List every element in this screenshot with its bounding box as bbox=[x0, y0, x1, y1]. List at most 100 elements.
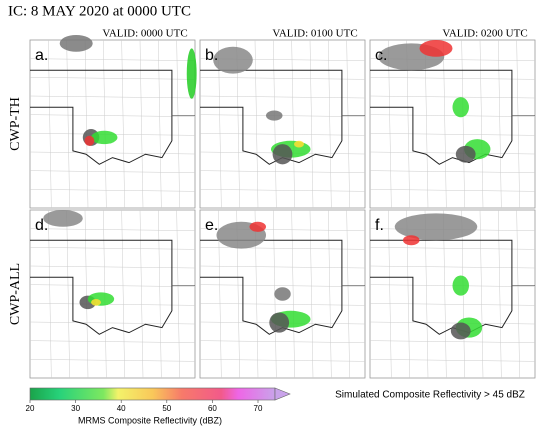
figure-title: IC: 8 MAY 2020 at 0000 UTC bbox=[8, 3, 191, 19]
column-header: VALID: 0000 UTC bbox=[102, 28, 187, 40]
county-line bbox=[443, 39, 447, 209]
county-line bbox=[254, 39, 259, 209]
storm-echo bbox=[91, 130, 118, 145]
county-line bbox=[121, 209, 125, 379]
storm-echo bbox=[403, 235, 420, 246]
storm-echo bbox=[452, 97, 469, 118]
colorbar-tick-label: 30 bbox=[71, 404, 80, 413]
county-line bbox=[121, 39, 125, 209]
county-line bbox=[369, 247, 536, 250]
county-line bbox=[516, 39, 520, 209]
county-line bbox=[29, 340, 196, 343]
county-line bbox=[369, 170, 536, 173]
storm-echo bbox=[249, 221, 266, 232]
storm-echo bbox=[266, 110, 283, 121]
county-line bbox=[158, 39, 162, 209]
colorbar-tick-label: 70 bbox=[254, 404, 263, 413]
colorbar-tick-label: 60 bbox=[208, 404, 217, 413]
county-line bbox=[479, 209, 484, 379]
county-line bbox=[369, 321, 536, 325]
storm-echo bbox=[59, 34, 93, 52]
storm-echo bbox=[84, 135, 95, 146]
county-line bbox=[29, 303, 196, 306]
panel-label: c. bbox=[375, 47, 387, 64]
panel-grid: a. b. c. d. e. f. bbox=[29, 34, 536, 379]
county-line bbox=[199, 189, 366, 192]
county-line bbox=[29, 114, 196, 117]
county-line bbox=[29, 228, 196, 231]
county-line bbox=[199, 359, 366, 362]
county-line bbox=[498, 209, 502, 379]
county-line bbox=[309, 209, 314, 379]
county-line bbox=[516, 209, 520, 379]
county-line bbox=[29, 321, 196, 325]
county-line bbox=[199, 133, 366, 136]
county-line bbox=[139, 39, 144, 209]
county-line bbox=[29, 151, 196, 155]
colorbar-tick-label: 50 bbox=[162, 404, 171, 413]
panel-label: e. bbox=[205, 217, 218, 234]
storm-echo bbox=[272, 144, 293, 165]
county-line bbox=[29, 170, 196, 173]
county-line bbox=[388, 39, 392, 209]
county-line bbox=[388, 209, 392, 379]
colorbar bbox=[29, 387, 276, 401]
county-line bbox=[199, 284, 366, 287]
county-line bbox=[199, 114, 366, 117]
county-line bbox=[48, 39, 52, 209]
county-line bbox=[66, 209, 70, 379]
county-line bbox=[103, 39, 107, 209]
row-label: CWP-ALL bbox=[8, 263, 23, 325]
map-panel: a. bbox=[29, 34, 197, 209]
county-line bbox=[158, 209, 162, 379]
county-line bbox=[29, 247, 196, 250]
county-line bbox=[461, 39, 465, 209]
map-panel: f. bbox=[369, 209, 536, 379]
county-line bbox=[48, 209, 52, 379]
storm-echo bbox=[294, 140, 304, 148]
county-line bbox=[199, 77, 366, 80]
county-line bbox=[498, 39, 502, 209]
county-line bbox=[29, 95, 196, 99]
colorbar-extension bbox=[274, 387, 291, 401]
county-line bbox=[346, 209, 350, 379]
county-line bbox=[84, 209, 89, 379]
county-line bbox=[369, 284, 536, 287]
state-border bbox=[30, 69, 173, 165]
panel-label: a. bbox=[35, 47, 48, 64]
map-panel: e. bbox=[199, 209, 366, 379]
county-line bbox=[369, 151, 536, 155]
county-line bbox=[309, 39, 314, 209]
storm-echo bbox=[450, 322, 471, 340]
storm-echo bbox=[91, 299, 101, 306]
colorbar-tick-label: 20 bbox=[26, 404, 35, 413]
county-line bbox=[199, 340, 366, 343]
county-line bbox=[479, 39, 484, 209]
county-line bbox=[29, 359, 196, 362]
map-frame bbox=[29, 39, 196, 209]
county-line bbox=[369, 340, 536, 343]
row-label: CWP-TH bbox=[8, 97, 23, 151]
column-header: VALID: 0100 UTC bbox=[272, 28, 357, 40]
county-line bbox=[84, 39, 89, 209]
state-border bbox=[30, 239, 173, 335]
map-frame bbox=[29, 209, 196, 379]
storm-echo bbox=[394, 213, 478, 241]
storm-echo bbox=[186, 48, 197, 99]
storm-echo bbox=[455, 145, 476, 163]
county-line bbox=[369, 189, 536, 192]
storm-echo bbox=[43, 210, 83, 227]
panel-label: b. bbox=[205, 47, 218, 64]
county-line bbox=[369, 114, 536, 117]
map-panel: d. bbox=[29, 209, 196, 379]
county-line bbox=[29, 77, 196, 80]
county-line bbox=[369, 77, 536, 80]
storm-echo bbox=[419, 40, 453, 57]
county-line bbox=[176, 39, 180, 209]
county-line bbox=[273, 39, 277, 209]
county-line bbox=[328, 39, 332, 209]
county-line bbox=[369, 265, 536, 269]
county-line bbox=[369, 133, 536, 136]
county-line bbox=[29, 265, 196, 269]
